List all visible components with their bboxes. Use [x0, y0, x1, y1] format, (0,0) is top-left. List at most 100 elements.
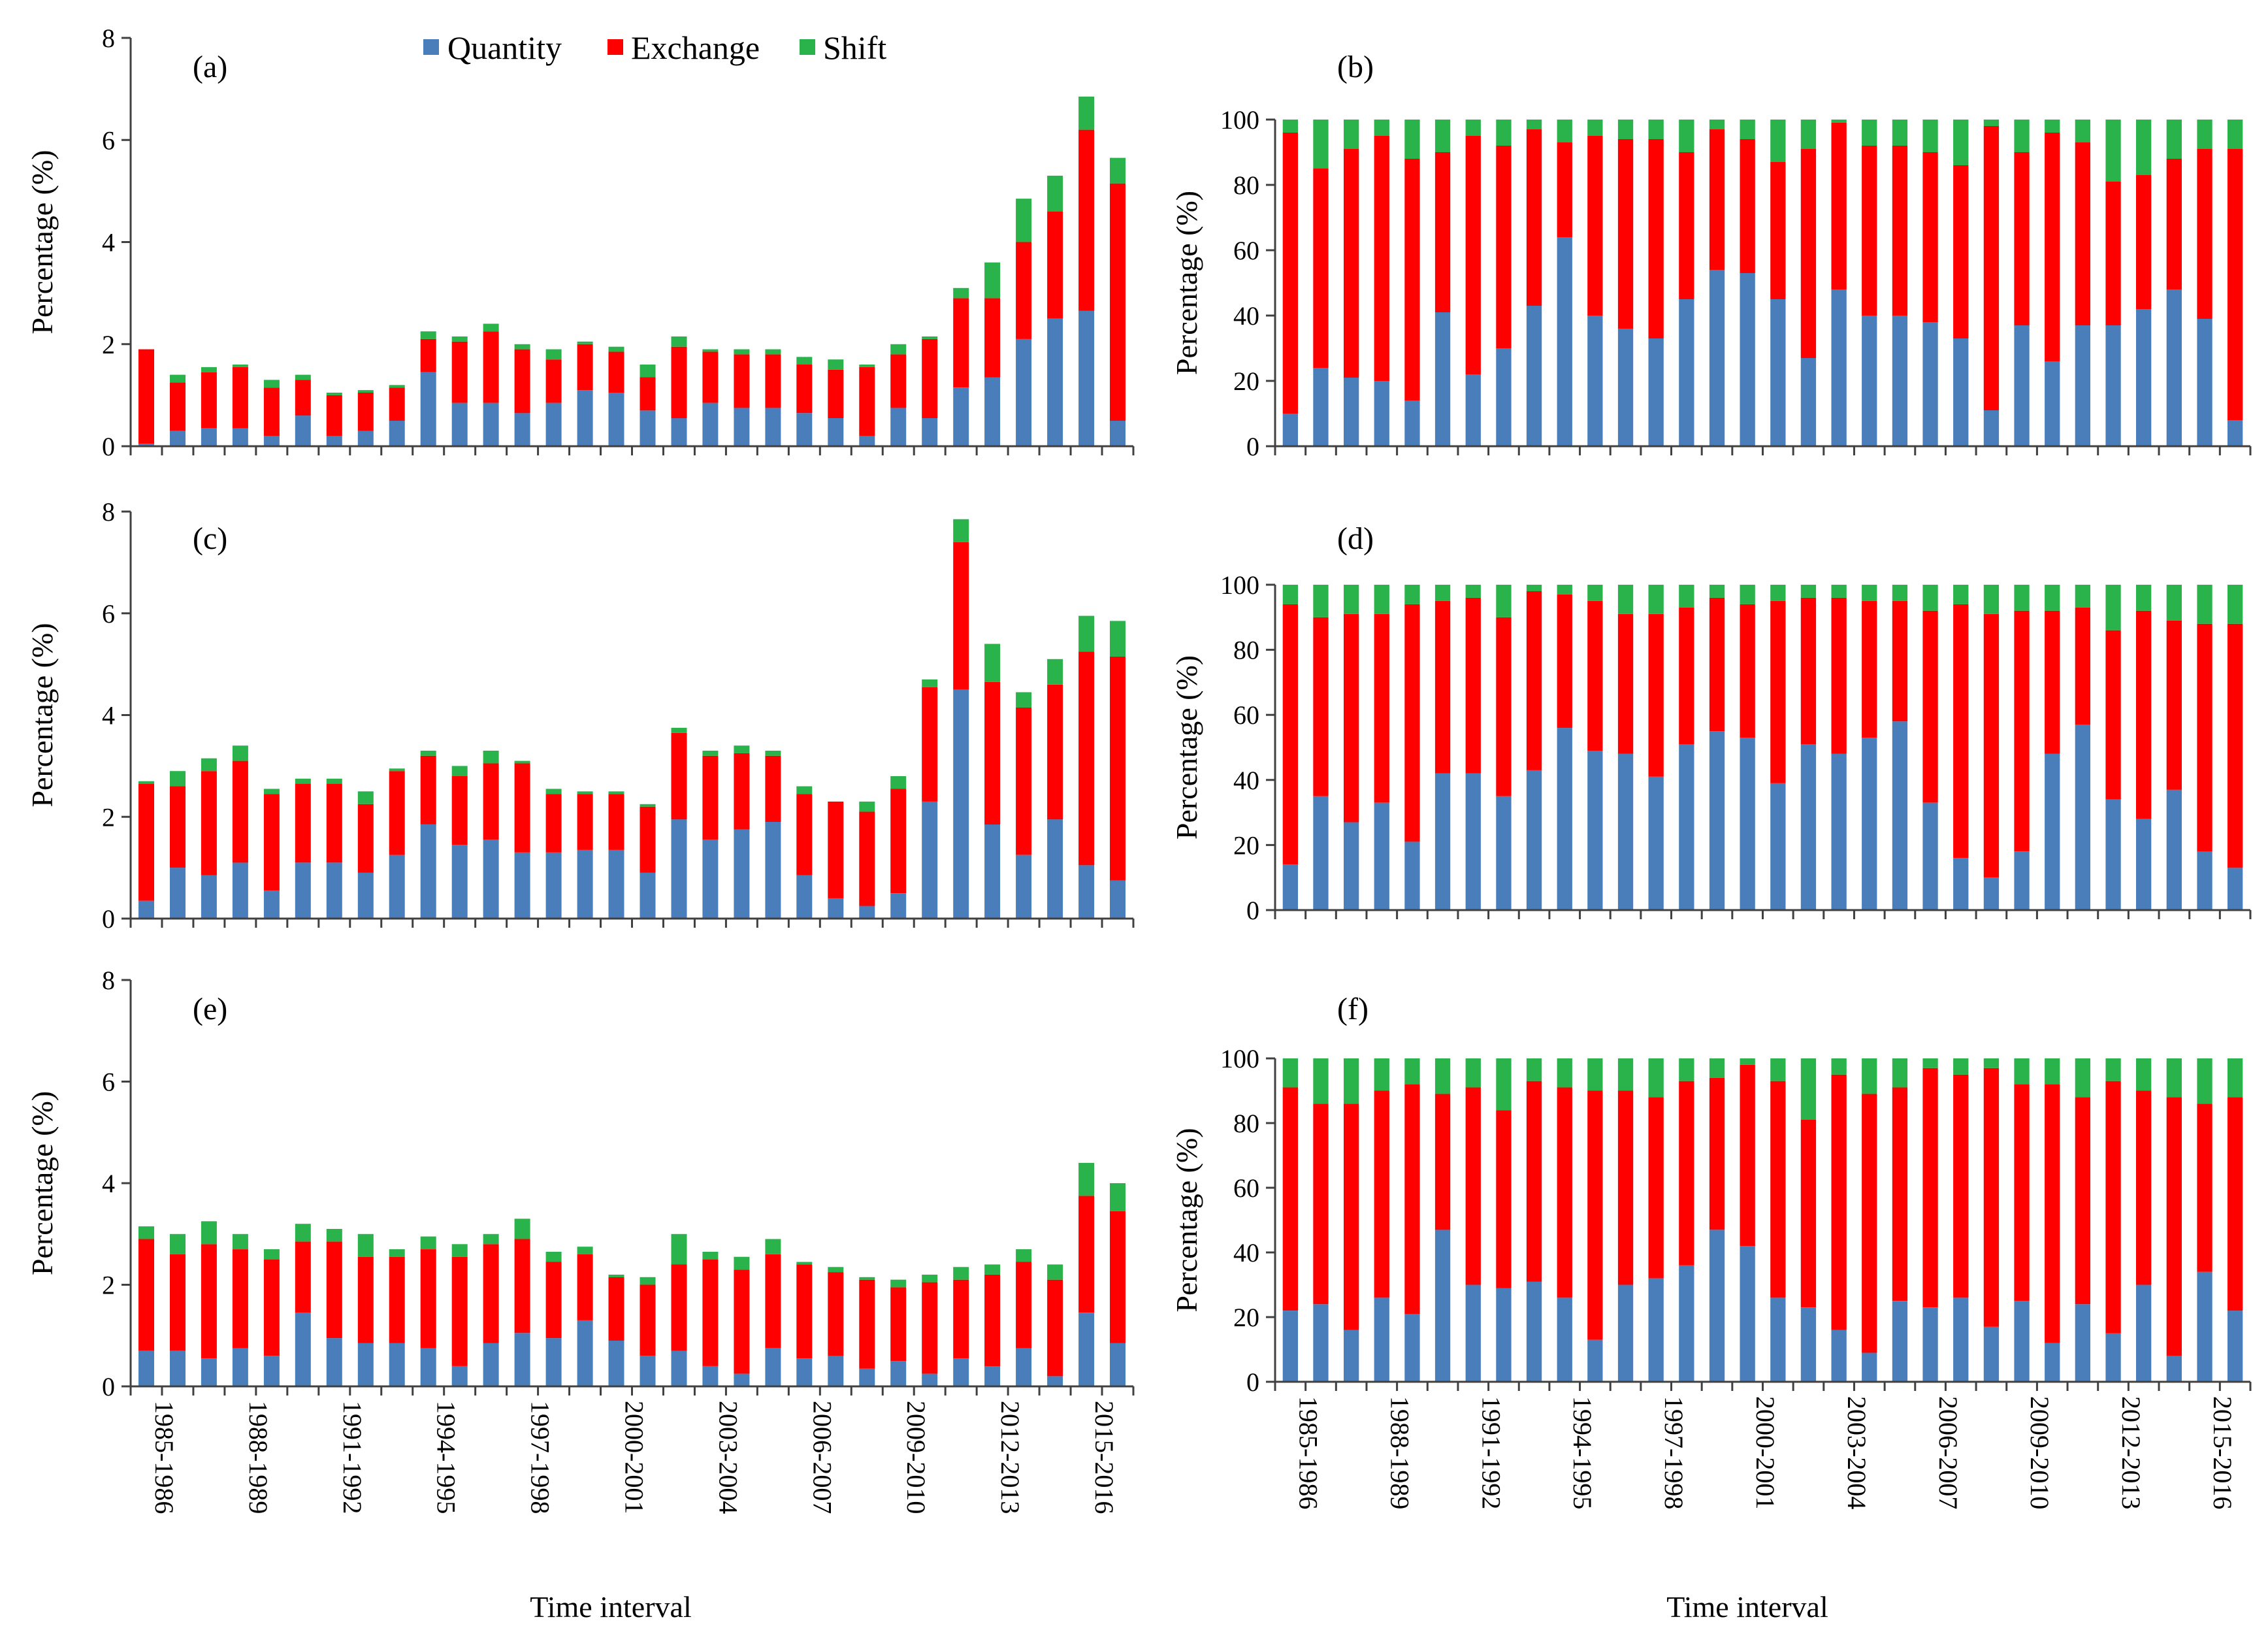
bar-e-exchange-27 — [984, 1275, 1001, 1366]
bar-f-shift-9 — [1557, 1058, 1572, 1088]
bar-f-quantity-21 — [1922, 1307, 1938, 1382]
bar-e-shift-11 — [483, 1233, 499, 1245]
bar-b-shift-4 — [1404, 120, 1420, 159]
bar-d-exchange-31 — [2228, 623, 2243, 868]
bar-e-shift-29 — [1047, 1264, 1063, 1280]
bar-b-shift-20 — [1892, 120, 1908, 146]
bar-f-shift-13 — [1679, 1058, 1694, 1081]
bar-b-exchange-25 — [2045, 133, 2060, 361]
bar-e-shift-20 — [765, 1239, 781, 1254]
bar-e-exchange-12 — [514, 1239, 530, 1333]
bar-f-shift-17 — [1800, 1058, 1817, 1120]
bar-b-quantity-12 — [1648, 338, 1664, 446]
bar-e-quantity-18 — [702, 1365, 719, 1386]
bar-e-shift-30 — [1078, 1162, 1095, 1196]
bar-f-shift-7 — [1496, 1058, 1512, 1111]
bar-a-exchange-17 — [671, 346, 687, 419]
bar-b-shift-17 — [1800, 120, 1817, 149]
bar-b-shift-9 — [1557, 120, 1572, 142]
x-tick-label-e-1: 1988-1989 — [244, 1401, 273, 1514]
bar-c-exchange-13 — [545, 794, 562, 853]
bar-a-quantity-27 — [984, 377, 1001, 446]
bar-c-exchange-29 — [1047, 684, 1063, 820]
bar-c-exchange-4 — [263, 794, 280, 891]
bar-e-shift-27 — [984, 1264, 1001, 1275]
y-tick-label-f-80: 80 — [1233, 1109, 1259, 1138]
bar-e-quantity-0 — [138, 1350, 154, 1386]
bar-d-shift-11 — [1617, 585, 1634, 614]
bar-f-shift-26 — [2075, 1058, 2090, 1098]
bar-d-shift-7 — [1496, 585, 1512, 617]
bar-f-shift-12 — [1648, 1058, 1664, 1098]
bar-f-shift-5 — [1434, 1058, 1451, 1094]
bar-b-quantity-26 — [2075, 325, 2090, 446]
bar-c-shift-11 — [483, 751, 499, 764]
bar-b-quantity-2 — [1344, 378, 1359, 446]
bar-c-exchange-31 — [1110, 656, 1126, 881]
bar-b-exchange-16 — [1770, 162, 1786, 299]
bar-e-quantity-30 — [1078, 1313, 1095, 1386]
bar-b-quantity-24 — [2014, 325, 2030, 446]
bar-f-quantity-19 — [1862, 1352, 1877, 1382]
bar-f-quantity-15 — [1740, 1246, 1755, 1382]
bar-d-quantity-1 — [1313, 796, 1329, 910]
bar-f-shift-10 — [1587, 1058, 1603, 1091]
bar-b-exchange-23 — [1983, 126, 2000, 410]
bar-b-quantity-3 — [1374, 381, 1389, 446]
x-tick-label-e-9: 2012-2013 — [996, 1401, 1025, 1514]
bar-f-shift-2 — [1344, 1058, 1359, 1104]
bar-c-shift-23 — [859, 801, 875, 812]
bar-c-quantity-7 — [357, 872, 374, 919]
bar-e-exchange-21 — [796, 1264, 813, 1359]
bar-c-exchange-26 — [953, 542, 969, 690]
bar-e-shift-8 — [389, 1249, 405, 1257]
y-tick-label-d-40: 40 — [1233, 766, 1259, 795]
x-tick-label-f-4: 1997-1998 — [1659, 1396, 1689, 1509]
bar-b-quantity-25 — [2045, 361, 2060, 446]
bar-e-shift-12 — [514, 1218, 530, 1239]
bar-d-exchange-29 — [2166, 620, 2182, 790]
bar-a-quantity-7 — [357, 431, 374, 446]
bar-c-exchange-8 — [389, 771, 405, 855]
bar-a-shift-24 — [890, 344, 907, 355]
x-tick-label-e-6: 2003-2004 — [713, 1401, 743, 1514]
bar-e-shift-1 — [170, 1233, 186, 1254]
bar-e-quantity-4 — [263, 1356, 280, 1386]
bar-f-quantity-11 — [1617, 1284, 1634, 1382]
bar-b-quantity-4 — [1404, 400, 1420, 446]
bar-e-shift-23 — [859, 1277, 875, 1280]
bar-e-shift-2 — [201, 1221, 217, 1245]
y-tick-label-b-20: 20 — [1233, 367, 1259, 396]
bar-f-exchange-27 — [2105, 1081, 2121, 1333]
bar-d-exchange-1 — [1313, 617, 1329, 796]
bar-e-shift-21 — [796, 1262, 813, 1265]
bar-e-exchange-19 — [734, 1269, 750, 1374]
bar-d-shift-5 — [1434, 585, 1451, 601]
bar-c-exchange-19 — [734, 753, 750, 830]
bar-d-shift-18 — [1831, 585, 1847, 598]
bar-f-shift-19 — [1862, 1058, 1877, 1094]
bar-b-shift-14 — [1709, 120, 1725, 129]
bar-b-shift-27 — [2105, 120, 2121, 182]
bar-b-quantity-27 — [2105, 325, 2121, 446]
bar-c-shift-14 — [577, 791, 593, 794]
x-tick-label-f-10: 2015-2016 — [2208, 1396, 2237, 1509]
bar-d-exchange-14 — [1709, 597, 1725, 732]
x-tick-label-e-3: 1994-1995 — [432, 1401, 461, 1514]
bar-f-shift-4 — [1404, 1058, 1420, 1085]
bar-a-exchange-7 — [357, 393, 374, 431]
bar-f-exchange-18 — [1831, 1074, 1847, 1330]
bar-b-exchange-19 — [1862, 146, 1877, 316]
bar-f-shift-1 — [1313, 1058, 1329, 1104]
bar-c-quantity-2 — [201, 875, 217, 919]
bar-f-shift-15 — [1740, 1058, 1755, 1065]
y-axis-title-a: Percentage (%) — [25, 150, 59, 334]
bar-d-shift-16 — [1770, 585, 1786, 601]
legend-swatch-shift — [800, 39, 815, 55]
bar-d-exchange-11 — [1617, 613, 1634, 754]
bar-a-shift-19 — [734, 349, 750, 355]
bar-a-shift-2 — [201, 367, 217, 372]
bar-a-exchange-8 — [389, 387, 405, 421]
bar-a-exchange-28 — [1016, 242, 1032, 339]
bar-f-exchange-28 — [2136, 1090, 2152, 1285]
